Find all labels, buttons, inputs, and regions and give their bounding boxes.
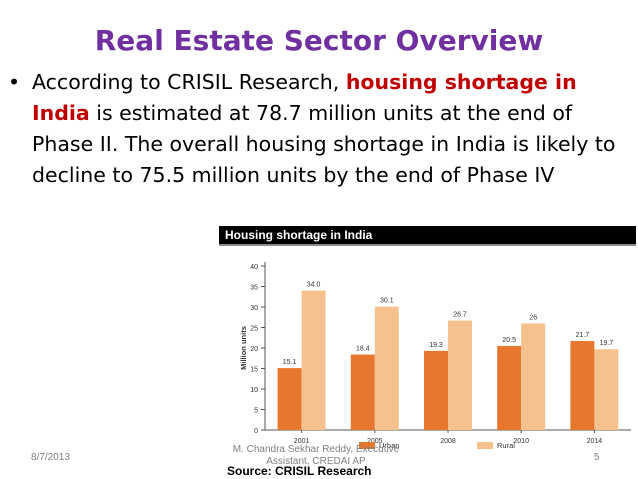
bar-rural: [374, 306, 399, 430]
bullet-icon: •: [8, 70, 21, 94]
y-tick-label: 35: [250, 285, 258, 292]
x-tick-label: 2014: [587, 438, 603, 445]
bar-value-label: 15.1: [283, 359, 297, 366]
chart-header: Housing shortage in India: [219, 226, 636, 244]
chart-title: Housing shortage in India: [225, 228, 373, 242]
bar-value-label: 21.7: [576, 332, 590, 339]
y-tick-label: 20: [250, 346, 258, 353]
slide-title: Real Estate Sector Overview: [94, 24, 544, 57]
bar-urban: [497, 345, 522, 430]
x-tick-label: 2001: [294, 438, 310, 445]
y-tick-label: 25: [250, 326, 258, 333]
bar-value-label: 20.5: [502, 337, 516, 344]
y-tick-label: 5: [254, 408, 258, 415]
bar-value-label: 26.7: [453, 312, 467, 319]
bar-value-label: 18.4: [356, 346, 370, 353]
x-tick-label: 2010: [513, 438, 529, 445]
bar-urban: [570, 341, 595, 430]
footer-date: 8/7/2013: [31, 452, 70, 463]
bar-urban: [350, 354, 375, 430]
bullet-paragraph: • According to CRISIL Research, housing …: [8, 67, 630, 191]
y-axis-label: Million units: [239, 326, 248, 370]
chart-source: Source: CRISIL Research: [227, 464, 372, 478]
bullet-text-part2: is estimated at 78.7 million units at th…: [32, 101, 616, 187]
footer-page-number: 5: [594, 452, 600, 463]
bar-rural: [521, 323, 546, 430]
y-tick-label: 40: [250, 264, 258, 271]
y-tick-label: 10: [250, 387, 258, 394]
bar-rural: [594, 349, 619, 430]
bar-urban: [277, 368, 302, 430]
legend-swatch-urban: [359, 442, 375, 449]
bar-rural: [448, 320, 472, 430]
y-tick-label: 15: [250, 367, 258, 374]
chart-header-divider: [219, 244, 636, 246]
legend-label-rural: Rural: [497, 441, 515, 450]
bar-value-label: 26: [529, 314, 537, 321]
bullet-text-part1: According to CRISIL Research,: [32, 70, 346, 94]
bullet-highlight: housing shortage in India: [32, 70, 577, 125]
bullet-text: According to CRISIL Research, housing sh…: [32, 67, 630, 191]
bar-value-label: 34.0: [307, 282, 321, 289]
bar-urban: [424, 350, 448, 430]
housing-shortage-chart: Housing shortage in India 0 5 10 15 20 25 30 35…: [219, 226, 636, 479]
bar-rural: [301, 290, 326, 430]
y-tick-label: 30: [250, 305, 258, 312]
y-tick-label: 0: [254, 428, 258, 435]
legend-label-urban: Urban: [379, 441, 399, 450]
chart-plot: 0 5 10 15 20 25 30 35 40 Million units 15.1 34.0 200…: [239, 262, 631, 450]
bar-value-label: 19.3: [429, 342, 443, 349]
bar-value-label: 19.7: [600, 340, 614, 347]
bar-value-label: 30.1: [380, 298, 394, 305]
legend-swatch-rural: [477, 442, 493, 449]
x-tick-label: 2005: [367, 438, 383, 445]
footer-author: M. Chandra Sekhar Reddy, Executive Assis…: [232, 444, 400, 467]
x-tick-label: 2008: [440, 438, 456, 445]
